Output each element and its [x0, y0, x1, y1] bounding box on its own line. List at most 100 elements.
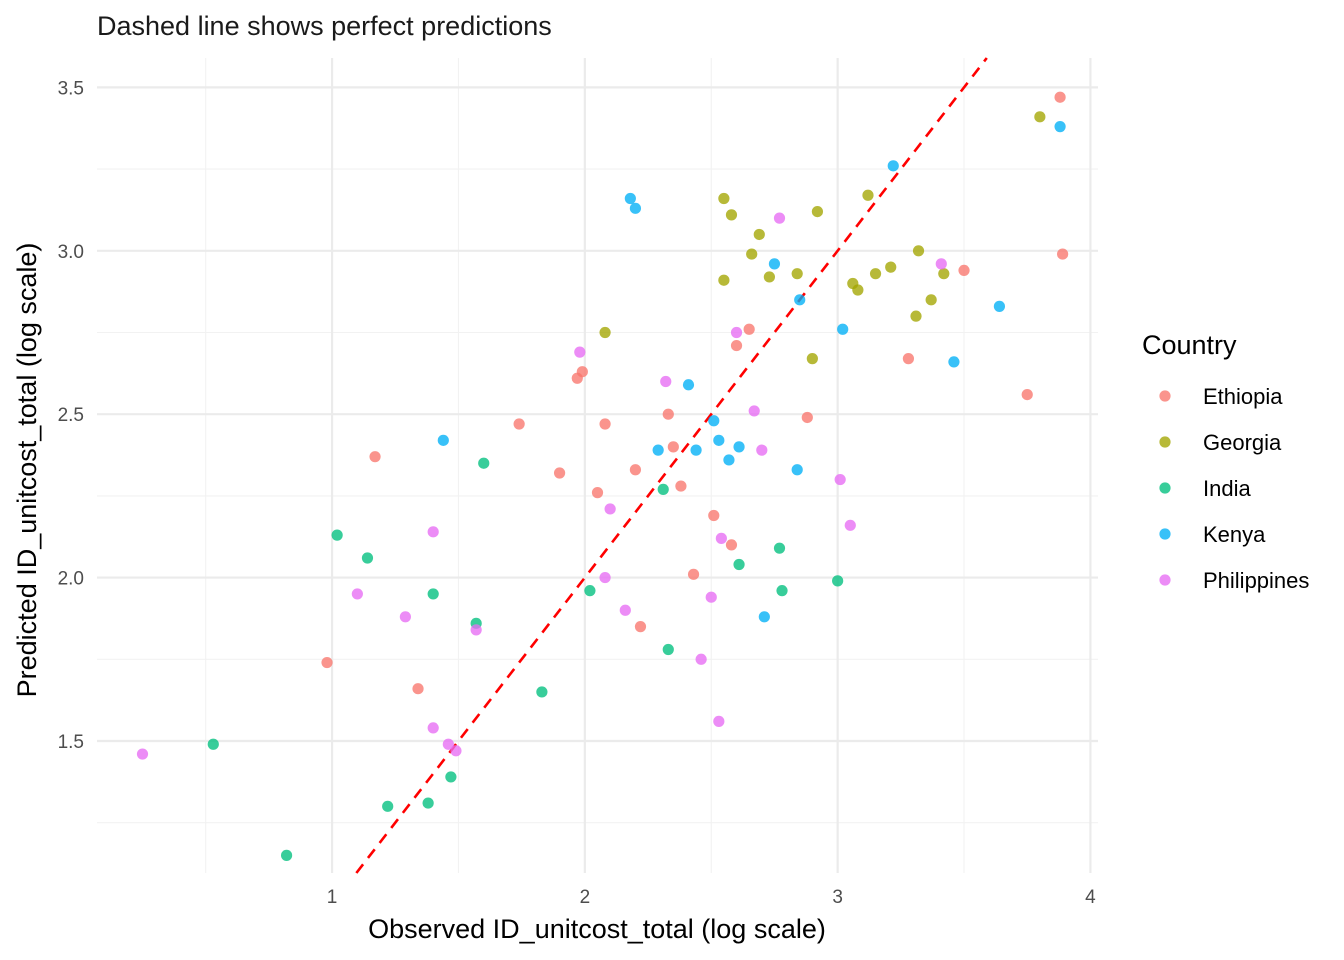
chart-subtitle: Dashed line shows perfect predictions: [97, 11, 552, 41]
point-georgia: [791, 268, 803, 280]
point-philippines: [427, 722, 439, 734]
point-philippines: [619, 604, 631, 616]
point-ethiopia: [553, 467, 566, 479]
point-kenya: [682, 379, 695, 391]
legend-label-ethiopia: Ethiopia: [1203, 384, 1283, 409]
point-ethiopia: [725, 539, 738, 551]
point-kenya: [624, 192, 636, 205]
legend-title: Country: [1142, 330, 1237, 360]
point-india: [331, 529, 343, 541]
point-ethiopia: [902, 353, 915, 365]
point-georgia: [725, 209, 738, 221]
point-philippines: [351, 588, 363, 600]
point-philippines: [470, 624, 482, 636]
y-axis-ticks: 1.5 2.0 2.5 3.0 3.5: [58, 78, 84, 753]
point-india: [207, 738, 219, 750]
point-ethiopia: [730, 339, 743, 352]
point-philippines: [450, 745, 462, 757]
grid: [97, 58, 1098, 873]
legend-label-kenya: Kenya: [1203, 522, 1266, 547]
point-kenya: [887, 160, 899, 172]
point-india: [773, 542, 786, 554]
point-philippines: [660, 375, 672, 388]
point-ethiopia: [801, 411, 813, 424]
point-kenya: [1054, 121, 1066, 133]
point-kenya: [948, 356, 960, 368]
point-ethiopia: [576, 366, 588, 378]
point-philippines: [715, 532, 727, 544]
point-georgia: [938, 268, 950, 280]
y-tick-label: 2.0: [58, 569, 84, 590]
point-ethiopia: [743, 323, 755, 335]
point-georgia: [763, 271, 775, 283]
point-india: [776, 585, 788, 597]
point-india: [427, 588, 439, 600]
x-axis-ticks: 1 2 3 4: [327, 887, 1096, 908]
point-philippines: [599, 571, 611, 584]
point-ethiopia: [513, 418, 525, 430]
legend-key-ethiopia: [1159, 390, 1171, 402]
point-kenya: [708, 415, 720, 427]
point-ethiopia: [1057, 248, 1069, 260]
point-ethiopia: [687, 568, 700, 580]
x-tick-label: 3: [832, 887, 843, 908]
point-india: [733, 558, 745, 571]
point-kenya: [791, 464, 803, 476]
point-philippines: [748, 405, 760, 417]
point-ethiopia: [708, 509, 720, 522]
point-kenya: [768, 258, 781, 270]
point-ethiopia: [599, 418, 611, 430]
point-india: [832, 575, 844, 587]
point-kenya: [794, 294, 806, 306]
point-georgia: [746, 248, 758, 260]
point-philippines: [773, 212, 786, 224]
point-philippines: [695, 653, 707, 665]
point-kenya: [993, 300, 1006, 312]
x-tick-label: 4: [1085, 887, 1096, 908]
point-georgia: [718, 274, 730, 286]
legend: Country Ethiopia Georgia India Kenya Philipp…: [1142, 330, 1309, 593]
y-axis-title: Predicted ID_unitcost_total (log scale): [12, 243, 42, 698]
point-india: [662, 643, 674, 656]
point-georgia: [912, 245, 925, 257]
point-india: [478, 457, 490, 469]
x-axis-title: Observed ID_unitcost_total (log scale): [368, 914, 826, 944]
point-india: [382, 800, 394, 812]
x-tick-label: 2: [580, 887, 591, 908]
x-tick-label: 1: [327, 887, 338, 908]
point-georgia: [806, 353, 818, 365]
point-kenya: [723, 454, 735, 466]
point-georgia: [811, 205, 824, 218]
point-georgia: [852, 284, 864, 296]
legend-label-georgia: Georgia: [1203, 430, 1282, 455]
point-ethiopia: [321, 656, 333, 669]
point-kenya: [437, 434, 449, 446]
y-tick-label: 2.5: [58, 405, 84, 426]
point-india: [280, 849, 293, 861]
point-kenya: [690, 444, 702, 456]
point-georgia: [753, 228, 765, 241]
point-india: [445, 771, 457, 783]
point-philippines: [399, 611, 411, 623]
identity-line: [355, 57, 988, 874]
point-georgia: [869, 268, 882, 280]
point-india: [536, 686, 548, 698]
reference-line: [355, 57, 988, 874]
point-india: [657, 483, 669, 495]
point-philippines: [756, 444, 768, 456]
point-ethiopia: [629, 464, 642, 476]
point-ethiopia: [662, 408, 674, 420]
point-philippines: [705, 591, 717, 603]
point-georgia: [925, 294, 937, 306]
point-kenya: [733, 441, 745, 453]
point-kenya: [629, 202, 642, 214]
data-points: [136, 91, 1069, 861]
point-kenya: [652, 444, 664, 456]
legend-key-philippines: [1159, 574, 1171, 586]
point-georgia: [910, 310, 922, 322]
legend-key-india: [1159, 482, 1171, 494]
point-ethiopia: [1054, 91, 1066, 103]
point-ethiopia: [591, 487, 604, 499]
legend-label-philippines: Philippines: [1203, 568, 1309, 593]
